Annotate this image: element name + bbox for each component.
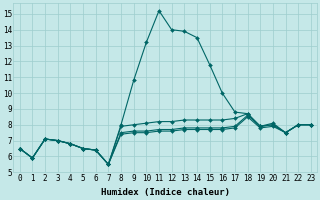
X-axis label: Humidex (Indice chaleur): Humidex (Indice chaleur)	[101, 188, 230, 197]
